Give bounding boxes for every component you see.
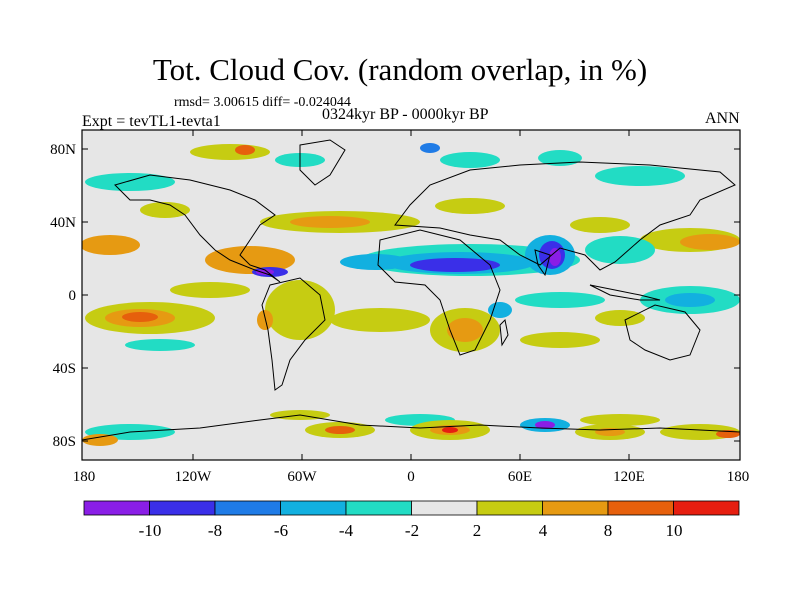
colorbar-label: -2 xyxy=(405,521,419,540)
lon-label-180e: 180 xyxy=(727,469,750,485)
page-title: Tot. Cloud Cov. (random overlap, in %) xyxy=(152,52,648,87)
lat-label-40s: 40S xyxy=(53,361,76,377)
colorbar-swatch xyxy=(607,500,674,516)
lon-label-60w: 60W xyxy=(287,469,317,485)
colorbar-label: 10 xyxy=(666,521,683,540)
colorbar-swatch xyxy=(83,500,150,516)
colorbar-label: 4 xyxy=(539,521,548,540)
coastlines xyxy=(82,139,740,441)
lon-labels: 180 120W 60W 0 60E 120E 180 xyxy=(73,469,750,485)
colorbar-swatch xyxy=(476,500,543,516)
colorbar-label: -10 xyxy=(139,521,162,540)
lat-label-40n: 40N xyxy=(50,215,76,231)
lon-label-0: 0 xyxy=(407,469,415,485)
experiment-label: Expt = tevTL1-tevta1 xyxy=(82,113,221,130)
lon-ticks xyxy=(192,130,630,460)
colorbar-swatch xyxy=(542,500,609,516)
stats-label: rmsd= 3.00615 diff= -0.024044 xyxy=(174,95,351,110)
colorbar-labels: -10 -8 -6 -4 -2 2 4 8 10 xyxy=(139,521,683,540)
colorbar-label: -4 xyxy=(339,521,354,540)
lat-label-80s: 80S xyxy=(53,434,76,450)
lon-label-60e: 60E xyxy=(508,469,532,485)
lat-label-0: 0 xyxy=(69,288,77,304)
colorbar-swatch xyxy=(345,500,412,516)
lon-label-180w: 180 xyxy=(73,469,96,485)
period-label: 0324kyr BP - 0000kyr BP xyxy=(322,106,489,123)
season-label: ANN xyxy=(705,110,740,127)
lon-label-120e: 120E xyxy=(613,469,645,485)
colorbar-swatch xyxy=(214,500,281,516)
cloud-anomaly-field xyxy=(82,143,740,446)
colorbar-swatch xyxy=(673,500,740,516)
colorbar xyxy=(83,500,740,516)
colorbar-swatch xyxy=(280,500,347,516)
colorbar-label: -6 xyxy=(274,521,288,540)
colorbar-swatch xyxy=(149,500,216,516)
colorbar-swatch xyxy=(411,500,478,516)
lon-label-120w: 120W xyxy=(175,469,213,485)
lat-label-80n: 80N xyxy=(50,142,76,158)
colorbar-label: 2 xyxy=(473,521,482,540)
lat-labels: 80N 40N 0 40S 80S xyxy=(50,142,76,450)
lat-ticks xyxy=(82,148,740,442)
colorbar-label: 8 xyxy=(604,521,613,540)
colorbar-label: -8 xyxy=(208,521,222,540)
